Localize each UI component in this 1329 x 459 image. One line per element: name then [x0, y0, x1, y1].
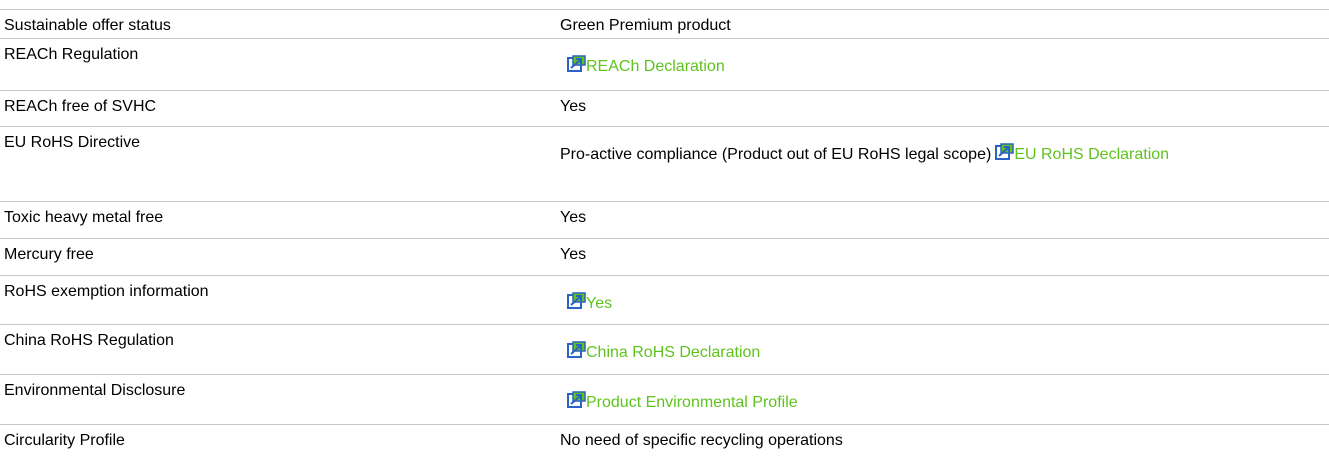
- table-row: REACh Regulation REACh Declaration: [0, 38, 1329, 91]
- document-link[interactable]: EU RoHS Declaration: [1014, 146, 1170, 163]
- table-row: EU RoHS Directive Pro-active compliance (…: [0, 126, 1329, 202]
- external-link-icon: [567, 292, 586, 309]
- table-row: Circularity Profile No need of specific r…: [0, 424, 1329, 459]
- table-row: RoHS exemption information Yes: [0, 275, 1329, 325]
- row-value-cell: Yes: [557, 275, 1329, 325]
- row-value: Yes: [560, 98, 587, 115]
- row-label-cell: EU RoHS Directive: [0, 126, 557, 202]
- document-link[interactable]: REACh Declaration: [586, 58, 725, 75]
- row-label: Environmental Disclosure: [4, 382, 186, 399]
- row-label-cell: Environmental Disclosure: [0, 374, 557, 425]
- row-value-cell: Yes: [557, 201, 1329, 239]
- row-value-cell: China RoHS Declaration: [557, 324, 1329, 375]
- row-label: REACh Regulation: [4, 46, 139, 63]
- row-value-cell: Pro-active compliance (Product out of EU…: [557, 126, 1329, 202]
- row-label-cell: Sustainable offer status: [0, 9, 557, 39]
- row-value: Green Premium product: [560, 17, 731, 34]
- table-row: Mercury free Yes: [0, 238, 1329, 276]
- row-value: Pro-active compliance (Product out of EU…: [560, 146, 992, 163]
- row-label-cell: REACh free of SVHC: [0, 90, 557, 127]
- row-label: China RoHS Regulation: [4, 332, 174, 349]
- row-label: RoHS exemption information: [4, 283, 209, 300]
- row-label: Sustainable offer status: [4, 17, 171, 34]
- table-row: Sustainable offer status Green Premium pr…: [0, 9, 1329, 39]
- table-row: REACh free of SVHC Yes: [0, 90, 1329, 127]
- row-label-cell: REACh Regulation: [0, 38, 557, 91]
- row-value-cell: Product Environmental Profile: [557, 374, 1329, 425]
- document-link[interactable]: Product Environmental Profile: [586, 394, 798, 411]
- row-label-cell: Toxic heavy metal free: [0, 201, 557, 239]
- row-label-cell: Circularity Profile: [0, 424, 557, 459]
- row-value-cell: Green Premium product: [557, 9, 1329, 39]
- table-row: Environmental Disclosure Product Environm…: [0, 374, 1329, 425]
- row-value-cell: No need of specific recycling operations: [557, 424, 1329, 459]
- sustainability-table: Sustainable offer status Green Premium pr…: [0, 9, 1329, 459]
- row-label: REACh free of SVHC: [4, 98, 157, 115]
- external-link-icon: [567, 391, 586, 408]
- external-link-icon: [995, 143, 1015, 160]
- row-value: Yes: [560, 246, 587, 263]
- external-link-icon: [567, 55, 586, 72]
- external-link-icon: [567, 341, 586, 358]
- row-label-cell: RoHS exemption information: [0, 275, 557, 325]
- document-link[interactable]: Yes: [586, 295, 613, 312]
- document-link[interactable]: China RoHS Declaration: [586, 344, 761, 361]
- table-body: Sustainable offer status Green Premium pr…: [0, 9, 1329, 459]
- row-label-cell: China RoHS Regulation: [0, 324, 557, 375]
- row-value-cell: Yes: [557, 90, 1329, 127]
- table-row: China RoHS Regulation China RoHS Declarat…: [0, 324, 1329, 375]
- row-label-cell: Mercury free: [0, 238, 557, 276]
- row-value-cell: REACh Declaration: [557, 38, 1329, 91]
- row-value-cell: Yes: [557, 238, 1329, 276]
- page: Sustainable offer status Green Premium pr…: [0, 9, 1329, 459]
- row-label: Circularity Profile: [4, 432, 125, 449]
- table-row: Toxic heavy metal free Yes: [0, 201, 1329, 239]
- row-label: EU RoHS Directive: [4, 134, 141, 151]
- row-label: Mercury free: [4, 246, 94, 263]
- row-value: No need of specific recycling operations: [560, 432, 843, 449]
- row-value: Yes: [560, 209, 587, 226]
- row-label: Toxic heavy metal free: [4, 209, 164, 226]
